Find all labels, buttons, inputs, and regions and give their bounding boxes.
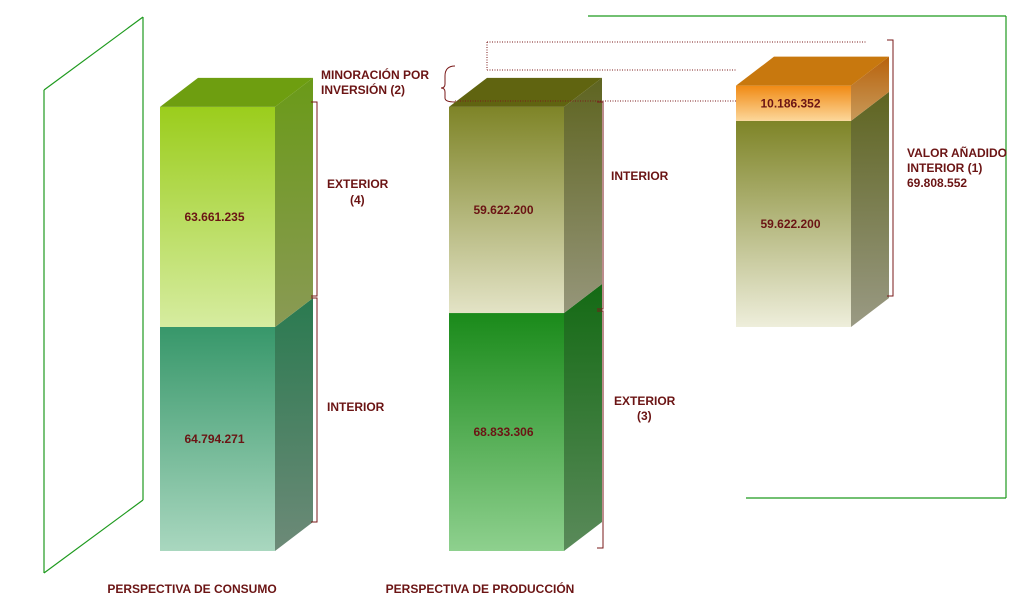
left-frame [43, 16, 144, 574]
label-produccion-exterior-line2: (3) [637, 409, 652, 423]
valor-anadido-line2: INTERIOR (1) [907, 161, 982, 175]
bracket-consumo-interior [311, 297, 318, 523]
label-produccion-exterior-line1: EXTERIOR [614, 394, 676, 408]
column-consumo-segment-1-side [275, 77, 313, 327]
value-label-consumo-0: 64.794.271 [184, 432, 244, 446]
label-consumo-exterior-line1: EXTERIOR [327, 177, 389, 191]
column-consumo-segment-0-side [275, 298, 313, 551]
value-label-produccion-0: 68.833.306 [473, 425, 533, 439]
label-produccion-interior: INTERIOR [611, 169, 669, 183]
column-produccion-segment-1 [449, 106, 564, 314]
minoracion-connector [455, 41, 866, 102]
column-consumo-segment-0 [160, 327, 275, 551]
bracket-produccion-exterior [597, 310, 604, 549]
bracket-consumo-exterior [311, 101, 318, 297]
right-frame [588, 15, 1007, 499]
value-label-produccion-1: 59.622.200 [473, 203, 533, 217]
brackets [311, 39, 894, 549]
column-consumo-top [160, 77, 313, 107]
value-label-consumo-1: 63.661.235 [184, 210, 244, 224]
value-label-valor-0: 59.622.200 [760, 217, 820, 231]
brace-minoracion [440, 65, 456, 103]
label-consumo-interior: INTERIOR [327, 400, 385, 414]
column-valor-segment-1 [736, 85, 851, 121]
valor-anadido-line1: VALOR AÑADIDO [907, 145, 1007, 160]
column-consumo-segment-1 [160, 106, 275, 327]
column-valor-top [736, 56, 889, 86]
category-label-produccion: PERSPECTIVA DE PRODUCCIÓN [386, 581, 575, 596]
label-consumo-exterior-line2: (4) [350, 193, 365, 207]
valor-anadido-total: 69.808.552 [907, 176, 967, 190]
column-produccion-segment-1-side [564, 77, 602, 314]
minoracion-label-line1: MINORACIÓN POR [321, 67, 429, 82]
column-produccion-segment-0 [449, 313, 564, 551]
columns-layer: 64.794.271 63.661.235 68.833.306 59.622.200… [160, 56, 889, 551]
column-valor-segment-1-side [851, 56, 889, 121]
column-valor-segment-0-side [851, 91, 889, 328]
column-valor-segment-0 [736, 120, 851, 328]
category-label-consumo: PERSPECTIVA DE CONSUMO [107, 582, 276, 596]
minoracion-label-line2: INVERSIÓN (2) [321, 82, 405, 97]
bracket-valor-anadido [887, 39, 894, 297]
bracket-produccion-interior [597, 101, 604, 310]
value-label-valor-1: 10.186.352 [760, 96, 820, 110]
column-produccion-top [449, 77, 602, 107]
column-produccion-segment-0-side [564, 284, 602, 551]
